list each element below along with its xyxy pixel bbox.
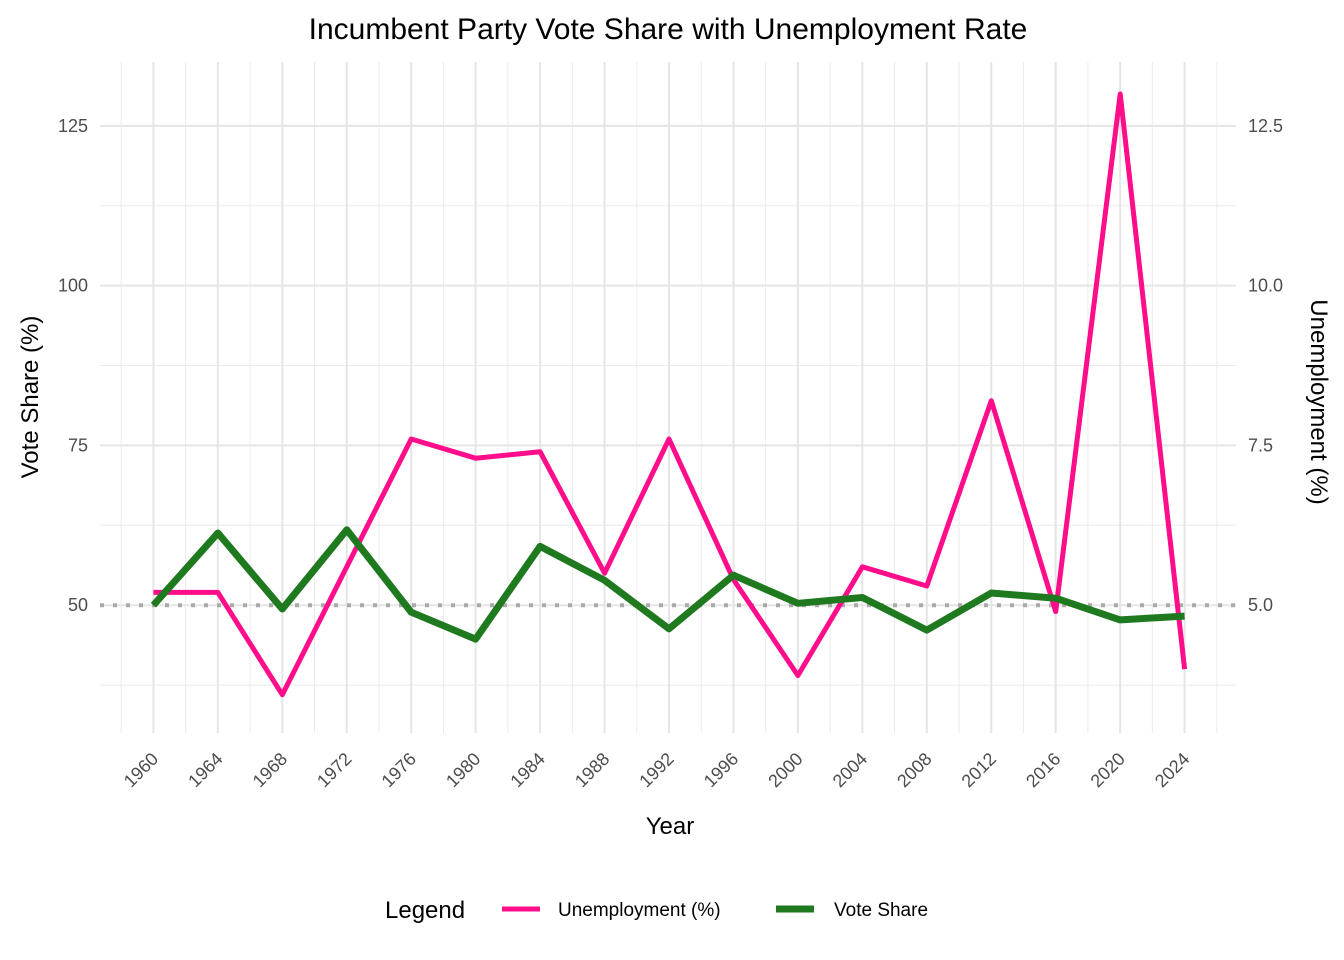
y2-axis-title: Unemployment (%) — [1305, 299, 1332, 504]
y-tick-label: 125 — [58, 116, 88, 136]
legend: Legend Unemployment (%) Vote Share — [385, 897, 928, 924]
y-tick-label: 50 — [68, 595, 88, 615]
series-line-vote-share — [150, 526, 1185, 643]
legend-label-vote-share: Vote Share — [834, 900, 928, 921]
chart-title: Incumbent Party Vote Share with Unemploy… — [309, 13, 1028, 46]
y-axis-title: Vote Share (%) — [17, 316, 44, 479]
legend-title: Legend — [385, 897, 465, 924]
y2-tick-label: 12.5 — [1248, 116, 1283, 136]
series-line-unemployment — [153, 91, 1188, 698]
y-tick-label: 100 — [58, 276, 88, 296]
y-tick-label: 75 — [68, 435, 88, 455]
y2-tick-labels: 12.5 10.0 7.5 5.0 — [1248, 116, 1283, 615]
y2-tick-label: 5.0 — [1248, 595, 1273, 615]
y2-tick-label: 10.0 — [1248, 276, 1283, 296]
x-axis-title: Year — [646, 813, 695, 840]
y-tick-labels: 125 100 75 50 — [58, 116, 88, 615]
legend-label-unemployment: Unemployment (%) — [558, 900, 721, 921]
series-group — [150, 91, 1188, 698]
y2-tick-label: 7.5 — [1248, 435, 1273, 455]
